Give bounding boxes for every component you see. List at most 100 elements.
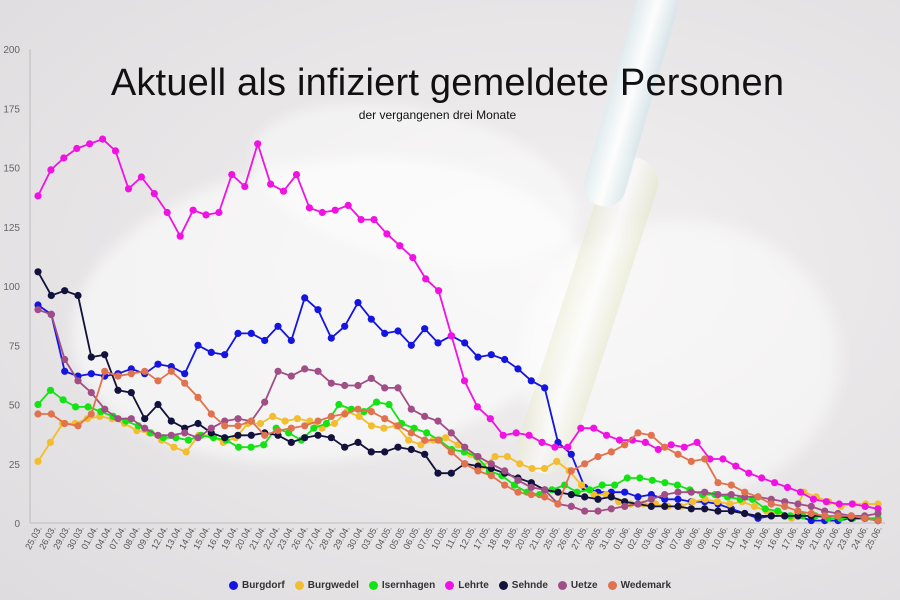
data-point-burgdorf [674,495,682,503]
data-point-wedemark [834,512,842,520]
data-point-uetze [341,381,349,390]
data-point-burgdorf [274,322,282,330]
data-point-wedemark [541,493,549,501]
data-point-wedemark [701,455,709,463]
data-point-sehnde [781,512,789,520]
data-point-burgwedel [726,500,734,508]
data-point-uetze [501,467,509,475]
data-point-lehrte [279,187,288,195]
data-point-lehrte [680,443,688,451]
data-point-lehrte [745,469,753,477]
data-point-wedemark [647,431,655,439]
legend-item-burgdorf[interactable]: Burgdorf [228,580,285,591]
data-point-sehnde [234,431,242,439]
data-point-uetze [567,502,575,510]
data-point-uetze [487,460,495,468]
data-point-isernhagen [184,436,192,444]
data-point-lehrte [215,208,223,217]
data-point-lehrte [111,147,120,155]
data-point-burgdorf [381,329,389,337]
data-point-sehnde [101,351,109,359]
data-point-sehnde [287,438,295,446]
data-point-burgdorf [247,329,255,337]
data-point-uetze [714,491,722,499]
data-point-uetze [47,310,55,318]
y-tick-label: 0 [14,519,20,530]
data-point-wedemark [234,422,242,430]
data-point-sehnde [247,431,255,439]
data-point-burgdorf [327,334,335,342]
data-point-wedemark [487,472,495,480]
data-point-wedemark [394,422,402,430]
data-point-uetze [87,389,95,397]
data-point-lehrte [861,502,869,510]
data-point-uetze [234,415,242,423]
data-point-wedemark [634,429,642,437]
legend-item-burgwedel[interactable]: Burgwedel [294,580,359,591]
data-point-isernhagen [598,481,606,489]
data-point-wedemark [727,481,735,489]
data-point-lehrte [241,182,249,191]
data-point-lehrte [435,287,443,295]
data-point-burgwedel [503,453,511,461]
data-point-lehrte [590,424,598,432]
data-point-sehnde [154,400,162,409]
data-point-uetze [581,507,589,515]
data-point-isernhagen [611,481,619,489]
legend-label: Sehnde [511,580,548,591]
data-point-wedemark [434,436,442,444]
data-point-burgwedel [491,453,499,461]
series-line-wedemark [38,370,879,522]
data-point-isernhagen [661,479,669,487]
data-point-lehrte [137,173,145,181]
data-point-uetze [74,377,82,385]
chart-legend: Burgdorf Burgwedel Isernhagen Lehrte Sehnde U… [0,580,900,591]
data-point-burgdorf [181,370,189,378]
data-point-wedemark [514,488,522,496]
data-point-lehrte [124,185,133,193]
data-point-uetze [301,365,309,373]
data-point-burgwedel [689,498,697,506]
data-point-isernhagen [46,386,55,394]
data-point-lehrte [254,140,262,148]
data-point-burgdorf [514,365,522,373]
data-point-burgwedel [553,457,561,465]
data-point-wedemark [794,507,802,515]
legend-item-lehrte[interactable]: Lehrte [445,580,489,591]
data-point-lehrte [615,436,624,444]
data-point-uetze [434,417,442,425]
data-point-burgdorf [207,348,215,356]
data-point-burgdorf [461,339,469,347]
data-point-wedemark [261,431,269,439]
data-point-wedemark [407,429,415,437]
data-point-uetze [181,429,189,437]
data-point-burgwedel [281,417,289,425]
chart-subtitle: der vergangenen drei Monate [358,108,517,122]
data-point-sehnde [327,434,335,442]
data-point-isernhagen [586,486,594,494]
data-point-burgwedel [516,460,524,468]
data-point-lehrte [809,495,818,503]
data-point-sehnde [607,493,615,501]
legend-item-isernhagen[interactable]: Isernhagen [368,580,435,591]
legend-item-sehnde[interactable]: Sehnde [498,580,548,591]
data-point-burgwedel [405,436,413,444]
data-point-lehrte [641,438,650,446]
data-point-lehrte [34,192,42,200]
data-point-burgwedel [355,412,363,420]
data-point-sehnde [381,448,389,456]
data-point-isernhagen [761,505,769,513]
legend-item-wedemark[interactable]: Wedemark [607,580,671,591]
data-point-burgwedel [442,434,450,442]
data-point-uetze [367,374,375,382]
series-line-uetze [37,308,879,517]
data-point-sehnde [141,415,149,423]
data-point-wedemark [221,422,229,430]
data-point-burgwedel [182,448,190,456]
data-point-sehnde [407,445,415,454]
data-point-lehrte [460,377,469,385]
legend-item-uetze[interactable]: Uetze [557,580,598,591]
data-point-wedemark [314,417,322,425]
data-point-burgdorf [261,336,269,345]
